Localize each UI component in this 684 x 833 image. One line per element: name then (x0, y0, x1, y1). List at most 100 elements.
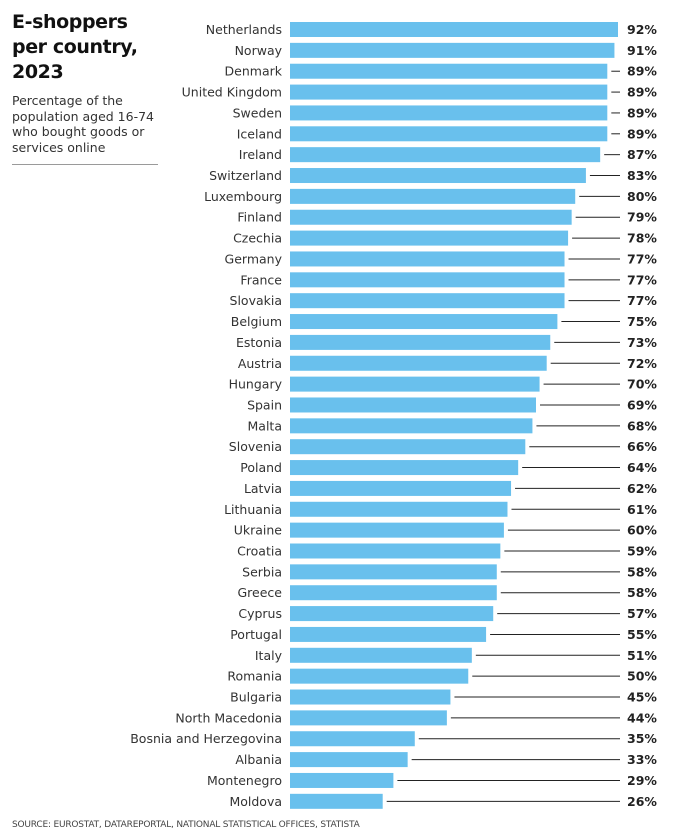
value-label: 29% (627, 773, 657, 788)
value-label: 61% (627, 502, 657, 517)
category-label: Spain (247, 397, 282, 412)
value-label: 59% (627, 544, 657, 559)
category-label: Ukraine (234, 523, 283, 538)
bar (290, 460, 519, 476)
category-label: Serbia (242, 564, 282, 579)
title-block: E-shoppers per country, 2023 Percentage … (12, 10, 160, 165)
bar (290, 418, 533, 434)
bar (290, 480, 512, 496)
bar (290, 105, 608, 121)
bar (290, 501, 508, 517)
bar (290, 710, 447, 726)
category-label: United Kingdom (182, 85, 282, 100)
category-label: France (240, 272, 282, 287)
title-divider (12, 164, 158, 165)
category-label: Bulgaria (230, 690, 282, 705)
value-label: 77% (627, 293, 657, 308)
value-label: 92% (627, 22, 657, 37)
category-label: Croatia (237, 544, 282, 559)
bar (290, 439, 526, 455)
category-label: Austria (238, 356, 282, 371)
bar (290, 147, 601, 163)
value-label: 69% (627, 397, 657, 412)
bar (290, 126, 608, 142)
category-label: Sweden (233, 105, 282, 120)
bar (290, 230, 569, 246)
category-label: Albania (235, 752, 282, 767)
value-label: 77% (627, 272, 657, 287)
value-label: 64% (627, 460, 657, 475)
bar (290, 731, 415, 747)
bar (290, 334, 551, 350)
category-label: Greece (238, 585, 283, 600)
bar (290, 376, 540, 392)
value-label: 45% (627, 690, 657, 705)
category-label: Netherlands (206, 22, 282, 37)
category-label: Ireland (239, 147, 282, 162)
bar (290, 564, 497, 580)
category-label: Hungary (229, 377, 283, 392)
value-label: 33% (627, 752, 657, 767)
bar (290, 355, 547, 371)
value-label: 79% (627, 210, 657, 225)
bar (290, 168, 586, 184)
value-label: 91% (627, 43, 657, 58)
bar (290, 647, 472, 663)
chart-title: E-shoppers per country, 2023 (12, 11, 138, 83)
bar (290, 22, 618, 37)
bar (290, 752, 408, 768)
value-label: 80% (627, 189, 657, 204)
category-label: Belgium (231, 314, 282, 329)
category-label: Lithuania (224, 502, 282, 517)
bar (290, 63, 608, 79)
category-label: Luxembourg (204, 189, 282, 204)
value-label: 83% (627, 168, 657, 183)
bar (290, 522, 504, 538)
value-label: 44% (627, 710, 657, 725)
value-label: 51% (627, 648, 657, 663)
value-label: 60% (627, 523, 657, 538)
category-label: Denmark (225, 64, 283, 79)
value-label: 75% (627, 314, 657, 329)
bar (290, 543, 501, 559)
category-label: Slovakia (230, 293, 282, 308)
bar (290, 42, 615, 58)
value-label: 58% (627, 564, 657, 579)
category-label: Iceland (237, 126, 282, 141)
value-label: 50% (627, 669, 657, 684)
bar (290, 293, 565, 309)
value-label: 87% (627, 147, 657, 162)
value-label: 35% (627, 731, 657, 746)
bar (290, 626, 487, 642)
category-label: Poland (240, 460, 282, 475)
category-label: Bosnia and Herzegovina (130, 731, 282, 746)
chart-subtitle: Percentage of the population aged 16-74 … (12, 93, 155, 155)
category-label: Italy (255, 648, 283, 663)
category-label: Latvia (244, 481, 282, 496)
category-label: Estonia (236, 335, 282, 350)
category-label: Montenegro (207, 773, 282, 788)
category-label: Czechia (233, 231, 282, 246)
value-label: 77% (627, 251, 657, 266)
category-label: Slovenia (229, 439, 282, 454)
bar (290, 585, 497, 601)
category-label: Portugal (230, 627, 282, 642)
value-label: 89% (627, 85, 657, 100)
value-label: 58% (627, 585, 657, 600)
category-label: Cyprus (238, 606, 282, 621)
value-label: 66% (627, 439, 657, 454)
bar (290, 668, 469, 684)
bar (290, 251, 565, 267)
bar (290, 606, 494, 622)
category-label: Finland (237, 210, 282, 225)
value-label: 89% (627, 105, 657, 120)
value-label: 70% (627, 377, 657, 392)
value-label: 26% (627, 794, 657, 809)
bar (290, 272, 565, 288)
bar (290, 314, 558, 330)
source-note: SOURCE: EUROSTAT, DATAREPORTAL, NATIONAL… (12, 820, 360, 830)
category-label: Malta (248, 418, 282, 433)
bar (290, 772, 394, 788)
category-label: Germany (225, 251, 283, 266)
